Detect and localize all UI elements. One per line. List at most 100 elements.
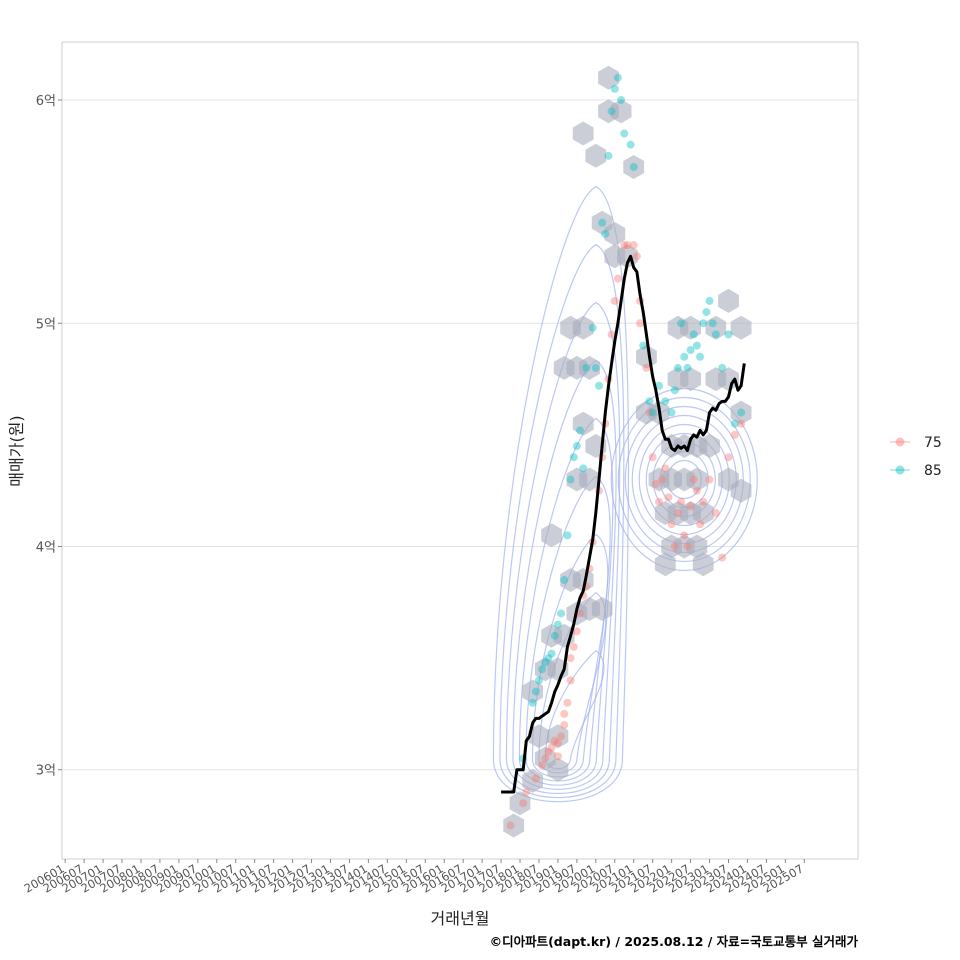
point-75: [613, 274, 622, 283]
point-75: [632, 252, 641, 261]
point-75: [730, 430, 739, 439]
point-85: [576, 426, 585, 435]
point-75: [569, 642, 578, 651]
scatter-points: [506, 73, 746, 830]
point-85: [667, 408, 676, 417]
hex-bin: [547, 657, 569, 682]
point-85: [572, 442, 581, 451]
hex-bin: [591, 597, 613, 621]
point-85: [677, 319, 686, 328]
y-axis-title: 매매가(원): [7, 415, 26, 486]
point-85: [566, 475, 575, 484]
hex-bin: [572, 315, 594, 340]
density-contour: [499, 243, 625, 798]
point-85: [604, 151, 613, 160]
hex-bin: [718, 288, 739, 313]
density-contour: [518, 417, 614, 786]
legend: 75 85: [890, 435, 942, 479]
point-85: [629, 163, 638, 172]
legend-85-marker: [895, 465, 905, 475]
point-85: [553, 620, 562, 629]
point-75: [563, 698, 572, 707]
point-75: [610, 296, 619, 305]
point-85: [648, 408, 657, 417]
hex-bin: [604, 222, 626, 246]
point-75: [538, 761, 547, 770]
hex-bin: [541, 523, 562, 548]
point-85: [563, 531, 572, 540]
point-85: [686, 346, 695, 355]
point-75: [506, 821, 515, 830]
point-85: [737, 408, 746, 417]
point-85: [655, 381, 663, 390]
point-75: [667, 520, 676, 529]
point-85: [550, 631, 559, 640]
point-75: [655, 497, 663, 506]
point-85: [579, 464, 588, 473]
point-75: [572, 627, 581, 636]
point-85: [598, 218, 607, 227]
point-75: [686, 502, 695, 511]
point-75: [670, 542, 679, 551]
point-85: [560, 575, 569, 584]
point-75: [623, 241, 632, 250]
point-85: [610, 84, 619, 93]
point-85: [531, 687, 540, 696]
point-85: [730, 419, 739, 428]
point-75: [699, 497, 708, 506]
point-75: [645, 408, 654, 417]
density-contour: [610, 387, 758, 572]
point-85: [718, 363, 727, 372]
hex-bin: [705, 315, 727, 340]
point-85: [689, 330, 698, 339]
y-axis-ticks: 3억 4억 5억 6억: [36, 94, 62, 779]
y-tick-label: 5억: [36, 317, 56, 332]
point-85: [557, 609, 566, 618]
point-85: [617, 96, 626, 105]
point-85: [645, 397, 654, 406]
hex-bin: [610, 99, 632, 124]
point-75: [607, 330, 616, 339]
hex-bin: [522, 768, 543, 793]
point-85: [588, 323, 597, 332]
point-75: [737, 419, 746, 428]
hex-bin: [547, 724, 569, 749]
point-75: [544, 747, 553, 756]
point-85: [569, 453, 578, 462]
hex-bin: [692, 552, 714, 577]
point-75: [705, 475, 714, 484]
hex-bin: [730, 315, 752, 340]
point-75: [658, 475, 667, 484]
hex-bin: [528, 724, 550, 749]
hex-bin: [699, 434, 720, 458]
hex-bin: [705, 367, 727, 392]
point-75: [566, 654, 575, 663]
point-85: [538, 665, 547, 674]
hex-bin: [572, 121, 594, 146]
point-85: [702, 308, 711, 317]
point-85: [591, 363, 600, 372]
hex-bin: [598, 65, 619, 90]
trend-line-layer: [501, 254, 746, 794]
legend-75-label: 75: [924, 435, 942, 451]
point-75: [677, 497, 686, 506]
point-85: [673, 363, 682, 372]
point-85: [680, 352, 689, 361]
point-85: [661, 397, 670, 406]
point-85: [601, 229, 610, 238]
hex-bin: [680, 315, 701, 340]
point-75: [689, 475, 698, 484]
y-tick-label: 3억: [36, 764, 56, 779]
point-85: [544, 654, 553, 663]
hex-bin: [585, 143, 607, 168]
point-75: [711, 509, 720, 518]
point-75: [673, 509, 682, 518]
point-75: [661, 464, 670, 473]
density-contour: [505, 301, 621, 794]
point-85: [594, 381, 603, 390]
trend-line: [501, 254, 746, 794]
point-85: [607, 107, 616, 116]
point-85: [528, 698, 537, 707]
hex-bin: [547, 757, 569, 782]
